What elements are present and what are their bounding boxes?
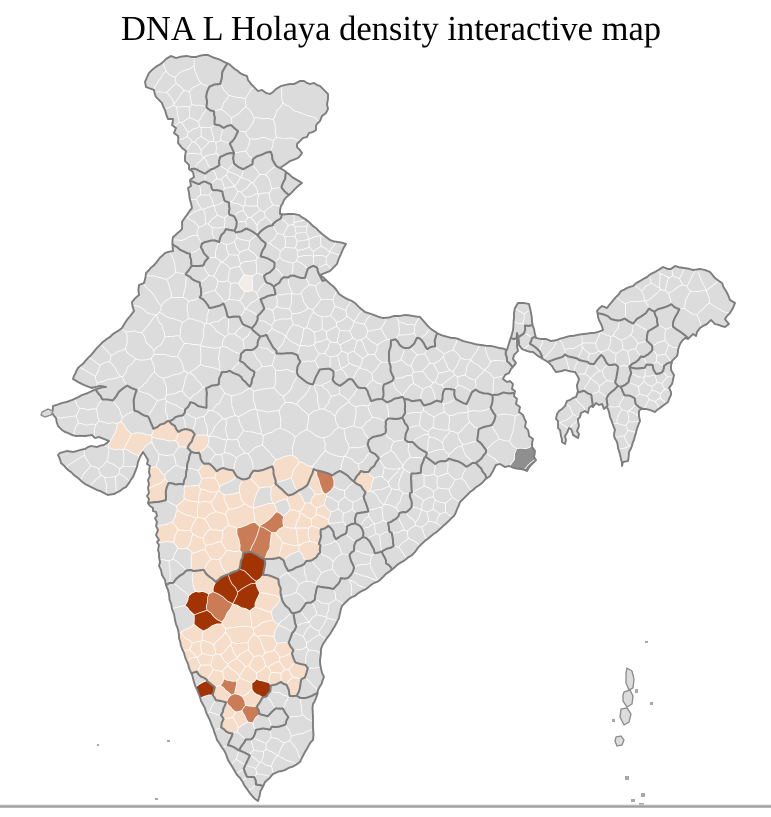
svg-text:DNA L Holaya density interacti: DNA L Holaya density interactive map [121, 10, 661, 48]
